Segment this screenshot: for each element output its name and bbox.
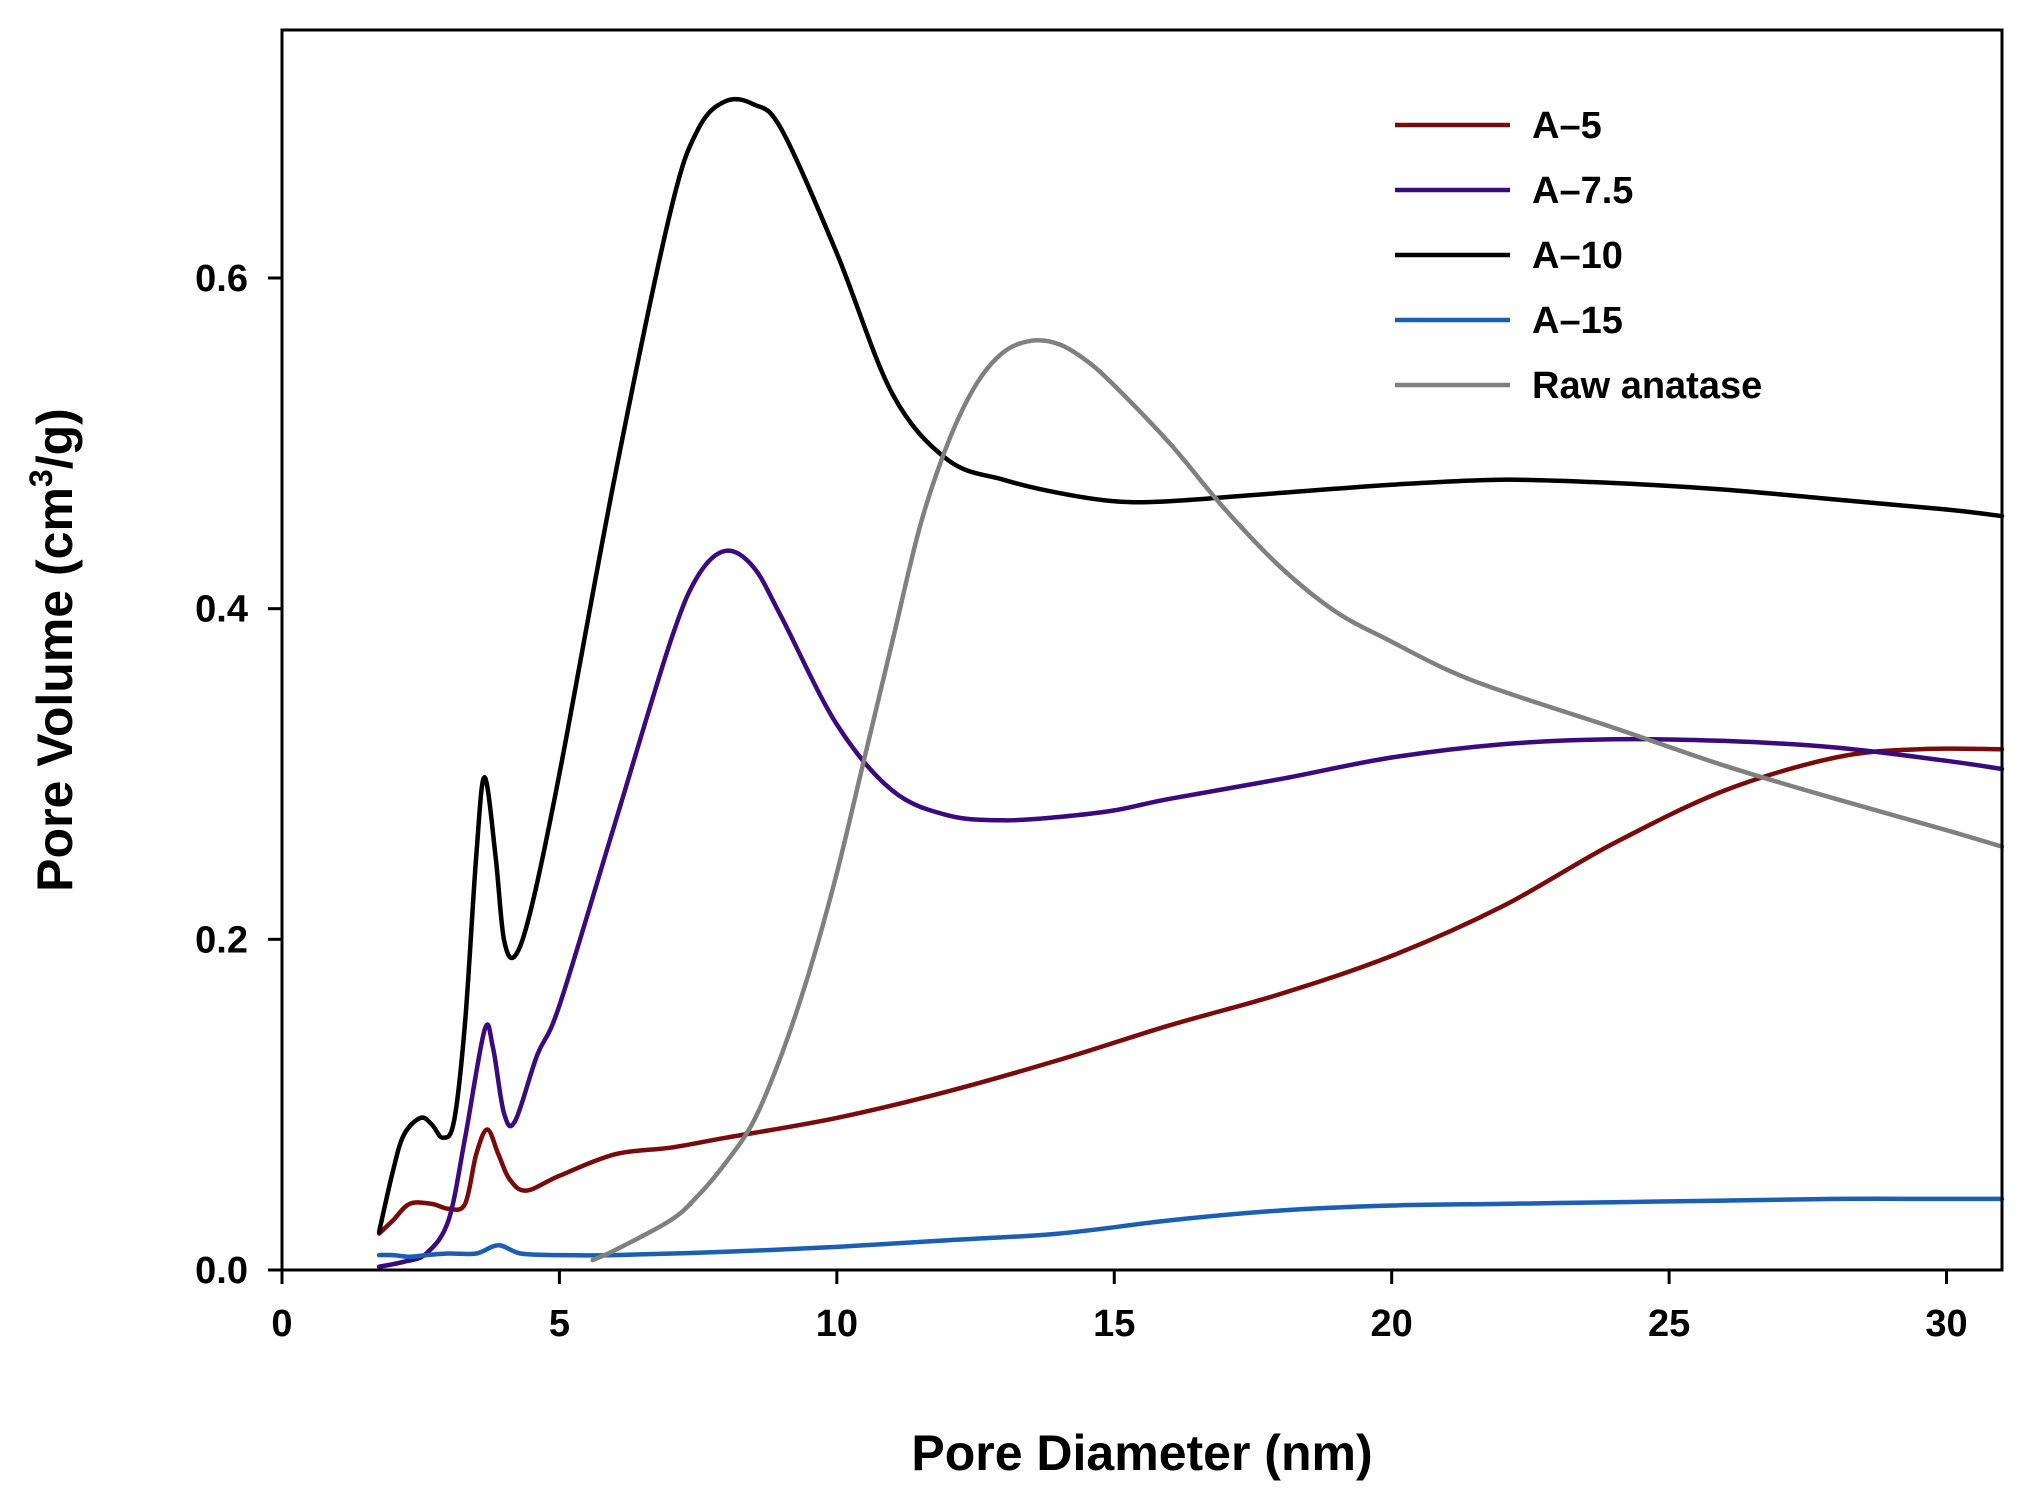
x-tick-label: 20: [1371, 1303, 1413, 1345]
y-axis-title: Pore Volume (cm3/g): [23, 408, 83, 892]
x-tick-label: 15: [1093, 1303, 1135, 1345]
legend: A–5 A–7.5 A–10 A–15 Raw anatase: [1395, 105, 1762, 407]
y-tick-label: 0.4: [195, 589, 248, 631]
plot-frame: [280, 28, 2004, 1272]
y-axis-title-suffix: /g): [27, 408, 83, 469]
legend-label-a-5: A–5: [1532, 105, 1602, 147]
series-line-a-10: [376, 96, 2005, 1235]
y-axis-ticks: 0.0 0.2 0.4 0.6: [195, 258, 282, 1292]
series-line-raw-anatase: [590, 338, 2005, 1263]
y-axis-title-prefix: Pore Volume (cm: [27, 487, 83, 892]
y-axis-title-superscript: 3: [23, 469, 59, 487]
legend-label-a-15: A–15: [1532, 300, 1623, 342]
legend-label-a-10: A–10: [1532, 235, 1623, 277]
series-layer: [376, 96, 2005, 1269]
series-line-a-7-5: [376, 548, 2005, 1269]
y-tick-label: 0.6: [195, 258, 248, 300]
x-tick-label: 25: [1648, 1303, 1690, 1345]
x-tick-label: 10: [816, 1303, 858, 1345]
legend-label-raw-anatase: Raw anatase: [1532, 365, 1762, 407]
series-line-a-5: [376, 746, 2005, 1236]
x-tick-label: 30: [1925, 1303, 1967, 1345]
x-tick-label: 5: [549, 1303, 570, 1345]
series-line-a-15: [376, 1196, 2005, 1260]
y-tick-label: 0.2: [195, 919, 248, 961]
y-tick-label: 0.0: [195, 1250, 248, 1292]
x-tick-label: 0: [271, 1303, 292, 1345]
x-axis-ticks: 0 5 10 15 20 25 30: [271, 1270, 1968, 1345]
x-axis-title: Pore Diameter (nm): [911, 1425, 1372, 1481]
legend-label-a-7-5: A–7.5: [1532, 170, 1633, 212]
